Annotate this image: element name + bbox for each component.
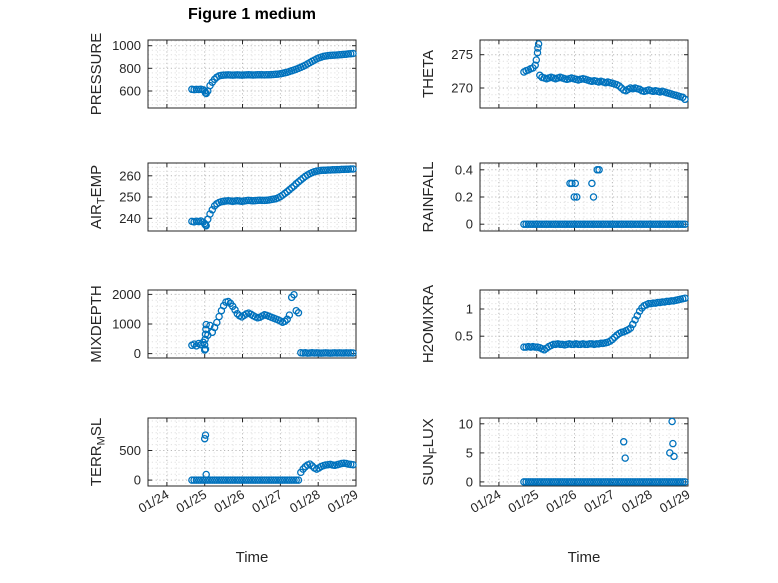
figure-title: Figure 1 medium	[187, 6, 317, 23]
subplot-mixdepth: 0 1000 2000 MIXDEPTH	[80, 285, 370, 363]
svg-text:600: 600	[119, 84, 141, 99]
svg-text:1: 1	[466, 302, 473, 317]
svg-text:TERRMSL: TERRMSL	[88, 418, 108, 486]
svg-text:270: 270	[451, 81, 473, 96]
svg-text:RAINFALL: RAINFALL	[420, 162, 437, 233]
svg-text:01/26: 01/26	[543, 487, 579, 516]
svg-text:01/25: 01/25	[174, 487, 210, 516]
svg-text:275: 275	[451, 47, 473, 62]
svg-text:5: 5	[466, 445, 473, 460]
svg-text:01/27: 01/27	[249, 487, 285, 516]
svg-text:01/29: 01/29	[657, 487, 693, 516]
svg-text:SUNFLUX: SUNFLUX	[420, 418, 440, 486]
svg-text:01/24: 01/24	[468, 487, 504, 516]
svg-text:PRESSURE: PRESSURE	[88, 33, 105, 116]
svg-text:MIXDEPTH: MIXDEPTH	[88, 285, 105, 363]
svg-text:THETA: THETA	[420, 50, 437, 98]
svg-text:0.4: 0.4	[455, 162, 473, 177]
x-axis-label-right: Time	[567, 549, 601, 566]
subplot-pressure: 600 800 1000 PRESSURE	[80, 33, 370, 115]
svg-text:0: 0	[134, 346, 141, 361]
subplot-airtemp: 240 250 260 AIRTEMP	[80, 159, 370, 235]
subplot-terr-msl: 01/24 01/25 01/26 01/27 01/28 01/29 0 500 TERRMS…	[80, 414, 370, 583]
svg-text:0.2: 0.2	[455, 190, 473, 205]
svg-text:500: 500	[119, 443, 141, 458]
svg-text:01/29: 01/29	[325, 487, 361, 516]
svg-text:1000: 1000	[112, 317, 141, 332]
subplot-h2omixra: 0.5 1 H2OMIXRA	[412, 285, 702, 363]
svg-text:1000: 1000	[112, 38, 141, 53]
svg-text:01/28: 01/28	[619, 487, 655, 516]
svg-text:01/24: 01/24	[136, 487, 172, 516]
svg-text:240: 240	[119, 211, 141, 226]
subplot-theta: 270 275 THETA	[412, 36, 702, 112]
svg-text:01/28: 01/28	[287, 487, 323, 516]
subplot-rainfall: 0 0.2 0.4 RAINFALL	[412, 159, 702, 235]
svg-text:H2OMIXRA: H2OMIXRA	[420, 285, 437, 363]
svg-text:0: 0	[134, 473, 141, 488]
svg-text:0: 0	[466, 217, 473, 232]
svg-text:10: 10	[459, 416, 473, 431]
subplot-sun-flux: 01/24 01/25 01/26 01/27 01/28 01/29 0 5 10 SUNFLU…	[412, 414, 702, 583]
svg-text:2000: 2000	[112, 287, 141, 302]
svg-text:01/25: 01/25	[506, 487, 542, 516]
svg-text:AIRTEMP: AIRTEMP	[88, 165, 108, 229]
svg-text:800: 800	[119, 61, 141, 76]
svg-text:260: 260	[119, 168, 141, 183]
x-axis-label-left: Time	[235, 549, 269, 566]
svg-text:250: 250	[119, 190, 141, 205]
svg-text:01/26: 01/26	[211, 487, 247, 516]
svg-text:0.5: 0.5	[455, 329, 473, 344]
svg-text:0: 0	[466, 474, 473, 489]
svg-text:01/27: 01/27	[581, 487, 617, 516]
